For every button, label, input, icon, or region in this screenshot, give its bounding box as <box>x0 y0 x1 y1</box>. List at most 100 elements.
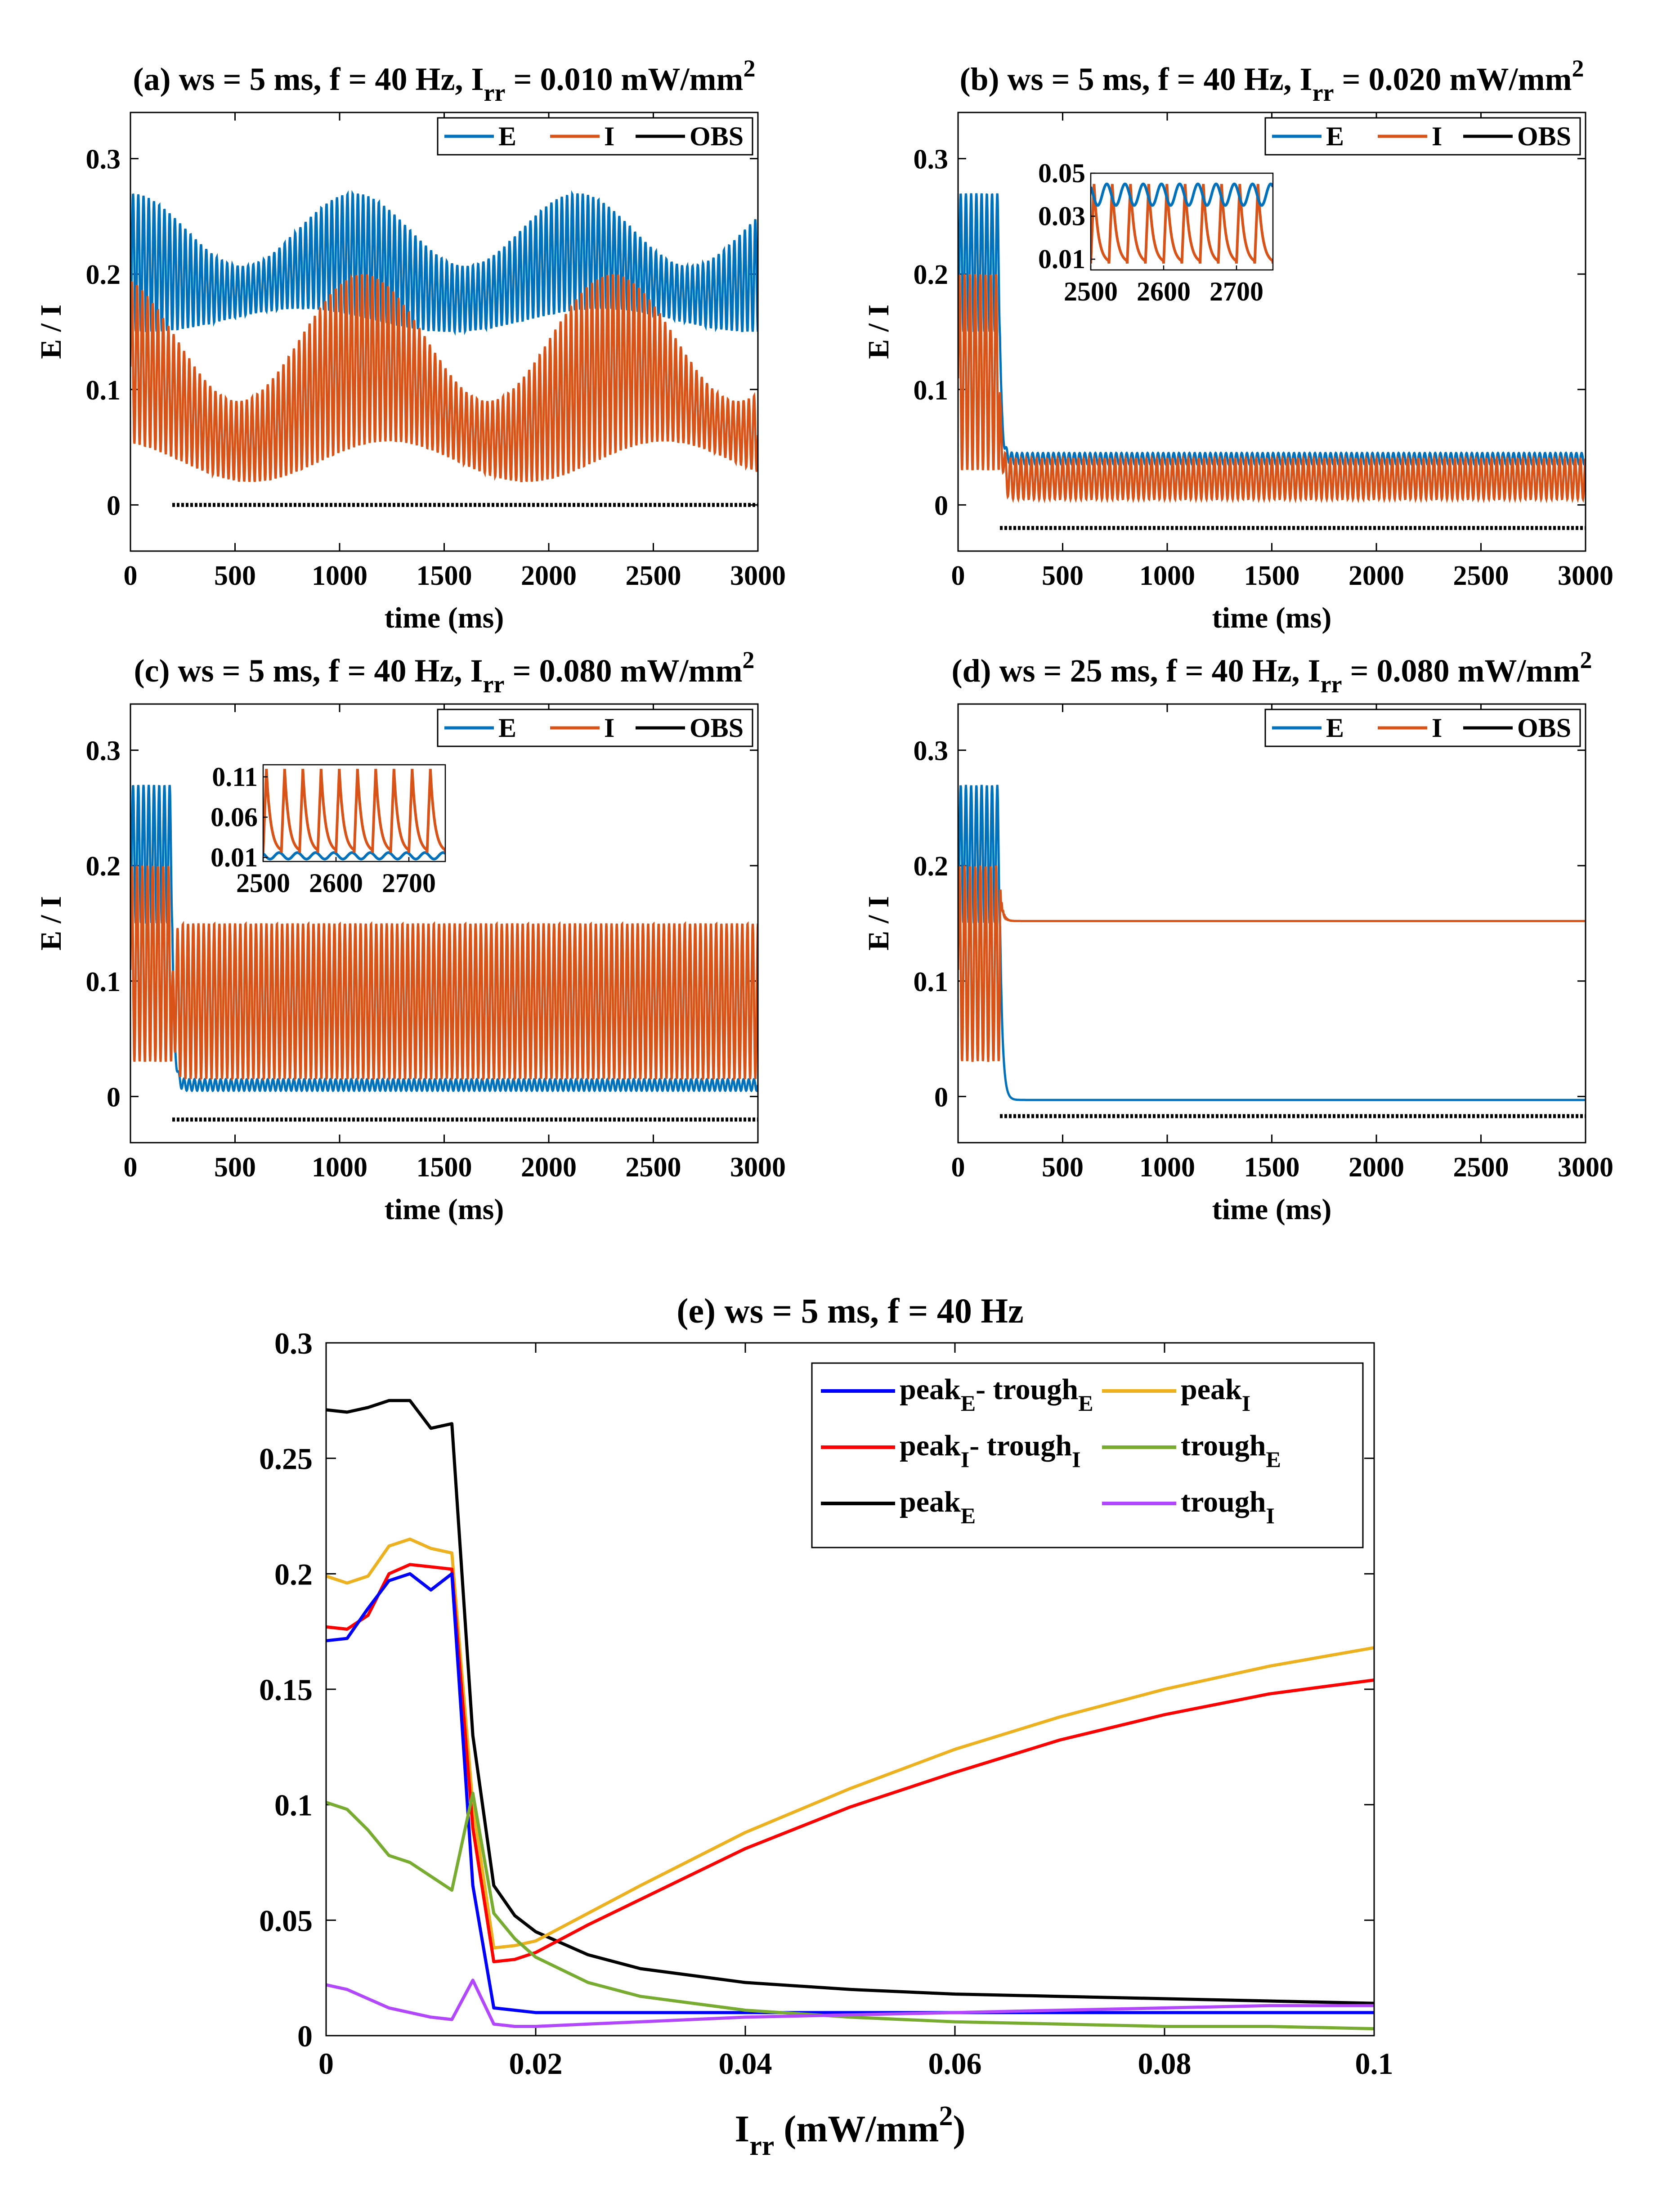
inset-y-tick-label: 0.11 <box>212 762 258 792</box>
x-axis-label: time (ms) <box>1212 601 1332 634</box>
series-pe_te-line <box>326 1572 1374 2015</box>
series-I-line <box>958 274 1586 503</box>
panel-title-sub: rr <box>484 79 506 106</box>
series-pe-line <box>326 1399 1375 2005</box>
plot-area <box>958 193 1586 530</box>
panel-title-tail: = 0.010 mW/mm <box>505 61 743 97</box>
x-tick-label: 0.08 <box>1138 2046 1192 2081</box>
x-tick-label: 500 <box>214 1152 256 1183</box>
y-tick-label: 0 <box>934 1082 948 1113</box>
series-I-line <box>130 273 758 482</box>
legend-label-OBS: OBS <box>690 121 744 151</box>
inset-plot <box>263 768 445 861</box>
legend-box <box>811 1362 1364 1548</box>
panel-title-sub: rr <box>1321 671 1342 698</box>
y-tick-label: 0 <box>107 490 121 521</box>
x-axis-label: time (ms) <box>1212 1193 1332 1226</box>
x-tick-label: 3000 <box>1558 561 1613 591</box>
legend-label-I: I <box>604 121 614 151</box>
inset-plot <box>1091 182 1273 264</box>
axes-frame <box>130 703 759 1144</box>
inset-y-tick-label: 0.06 <box>211 802 258 832</box>
x-tick-label: 2000 <box>521 1152 577 1183</box>
y-axis-label: E / I <box>862 305 895 359</box>
x-tick-label: 3000 <box>1558 1152 1613 1183</box>
inset-x-tick-label: 2500 <box>1064 277 1118 306</box>
legend-label-E: E <box>1326 713 1344 743</box>
y-tick-label: 0.1 <box>914 967 949 997</box>
series-ti-line <box>326 1979 1374 2028</box>
panel-title-tail: = 0.080 mW/mm <box>1342 653 1580 689</box>
series-E-line <box>130 785 758 1093</box>
x-axis-label: time (ms) <box>385 601 504 634</box>
series-pi-line <box>325 1537 1375 1950</box>
legend: E I OBS <box>437 117 753 156</box>
panel-a: 0 500 1000 1500 2000 2500 3000 0 0.1 0.2 0.3 (a) ws… <box>35 55 786 634</box>
legend-label-mid: - trough <box>976 1373 1078 1406</box>
series-pi_ti-line <box>326 1563 1375 1964</box>
panel-title-tail: = 0.080 mW/mm <box>504 653 742 689</box>
legend-label-pi: peakI <box>1181 1373 1250 1416</box>
x-tick-label: 2000 <box>1348 1152 1404 1183</box>
x-tick-label: 0 <box>951 1152 965 1183</box>
y-tick-label: 0 <box>107 1082 121 1113</box>
panel-title: (d) ws = 25 ms, f = 40 Hz, Irr = 0.080 m… <box>952 646 1592 698</box>
legend-label-I: I <box>604 713 614 743</box>
panel-title-sup: 2 <box>743 55 755 82</box>
legend-label-E: E <box>498 121 516 151</box>
panel-title: (c) ws = 5 ms, f = 40 Hz, Irr = 0.080 mW… <box>134 646 755 698</box>
series-E-line <box>958 785 1586 1101</box>
panel-title-sup: 2 <box>1572 55 1584 82</box>
axes-frame <box>957 703 1586 1144</box>
y-axis-label: E / I <box>35 896 67 951</box>
series-te-line <box>325 1791 1375 2031</box>
inset-frame <box>262 764 446 862</box>
x-tick-label: 0 <box>318 2046 334 2081</box>
x-tick-label: 0.02 <box>509 2046 563 2081</box>
x-tick-label: 2000 <box>521 561 577 591</box>
panel-title: (a) ws = 5 ms, f = 40 Hz, Irr = 0.010 mW… <box>133 55 756 106</box>
inset: 2500 2600 2700 0.01 0.06 0.11 <box>211 762 446 898</box>
legend: E I OBS <box>1264 117 1581 156</box>
axes-frame <box>957 112 1586 552</box>
y-tick-label: 0.2 <box>86 260 121 290</box>
panel-title-main: (c) ws = 5 ms, f = 40 Hz, I <box>134 653 483 689</box>
legend-label-main: trough <box>1181 1485 1266 1518</box>
x-axis-label: time (ms) <box>385 1193 504 1226</box>
x-tick-label: 1500 <box>417 1152 472 1183</box>
x-tick-label: 1000 <box>312 561 367 591</box>
x-tick-label: 1500 <box>1244 561 1300 591</box>
x-tick-label: 2500 <box>1453 561 1509 591</box>
y-tick-label: 0.2 <box>914 851 949 882</box>
x-tick-label: 2500 <box>626 561 681 591</box>
x-tick-label: 500 <box>214 561 256 591</box>
legend-label-sub: E <box>1266 1447 1281 1472</box>
y-tick-label: 0.3 <box>86 144 121 175</box>
inset-y-tick-label: 0.01 <box>211 843 258 872</box>
legend: E I OBS <box>1264 709 1581 747</box>
legend-label-main: trough <box>1181 1429 1266 1462</box>
inset-y-tick-label: 0.01 <box>1038 244 1085 274</box>
x-tick-label: 2500 <box>1453 1152 1509 1183</box>
legend-label-main: peak <box>1181 1373 1242 1406</box>
axes-frame <box>325 1342 1375 2037</box>
y-tick-label: 0.1 <box>86 967 121 997</box>
y-tick-label: 0 <box>934 490 948 521</box>
inset-I-line <box>1091 184 1273 264</box>
x-tick-label: 0 <box>951 561 965 591</box>
inset-y-tick-label: 0.03 <box>1038 202 1085 231</box>
legend-label-sub2: I <box>1072 1447 1080 1472</box>
legend-label-OBS: OBS <box>1517 121 1571 151</box>
y-axis-label: E / I <box>862 896 895 951</box>
y-tick-label: 0 <box>297 2019 313 2053</box>
panel-e: 0 0.02 0.04 0.06 0.08 0.1 0 0.05 0.1 0.15 0.2 0.25 0… <box>259 1291 1393 2161</box>
panel-title-sub: rr <box>1313 79 1334 106</box>
legend-label-OBS: OBS <box>690 713 744 743</box>
legend-label-pe: peakE <box>900 1485 976 1528</box>
panel-title-sup: 2 <box>742 646 754 673</box>
plot-area <box>958 785 1586 1118</box>
x-tick-label: 3000 <box>730 561 786 591</box>
panel-title: (e) ws = 5 ms, f = 40 Hz <box>676 1291 1023 1330</box>
x-tick-label: 0.04 <box>719 2046 772 2081</box>
